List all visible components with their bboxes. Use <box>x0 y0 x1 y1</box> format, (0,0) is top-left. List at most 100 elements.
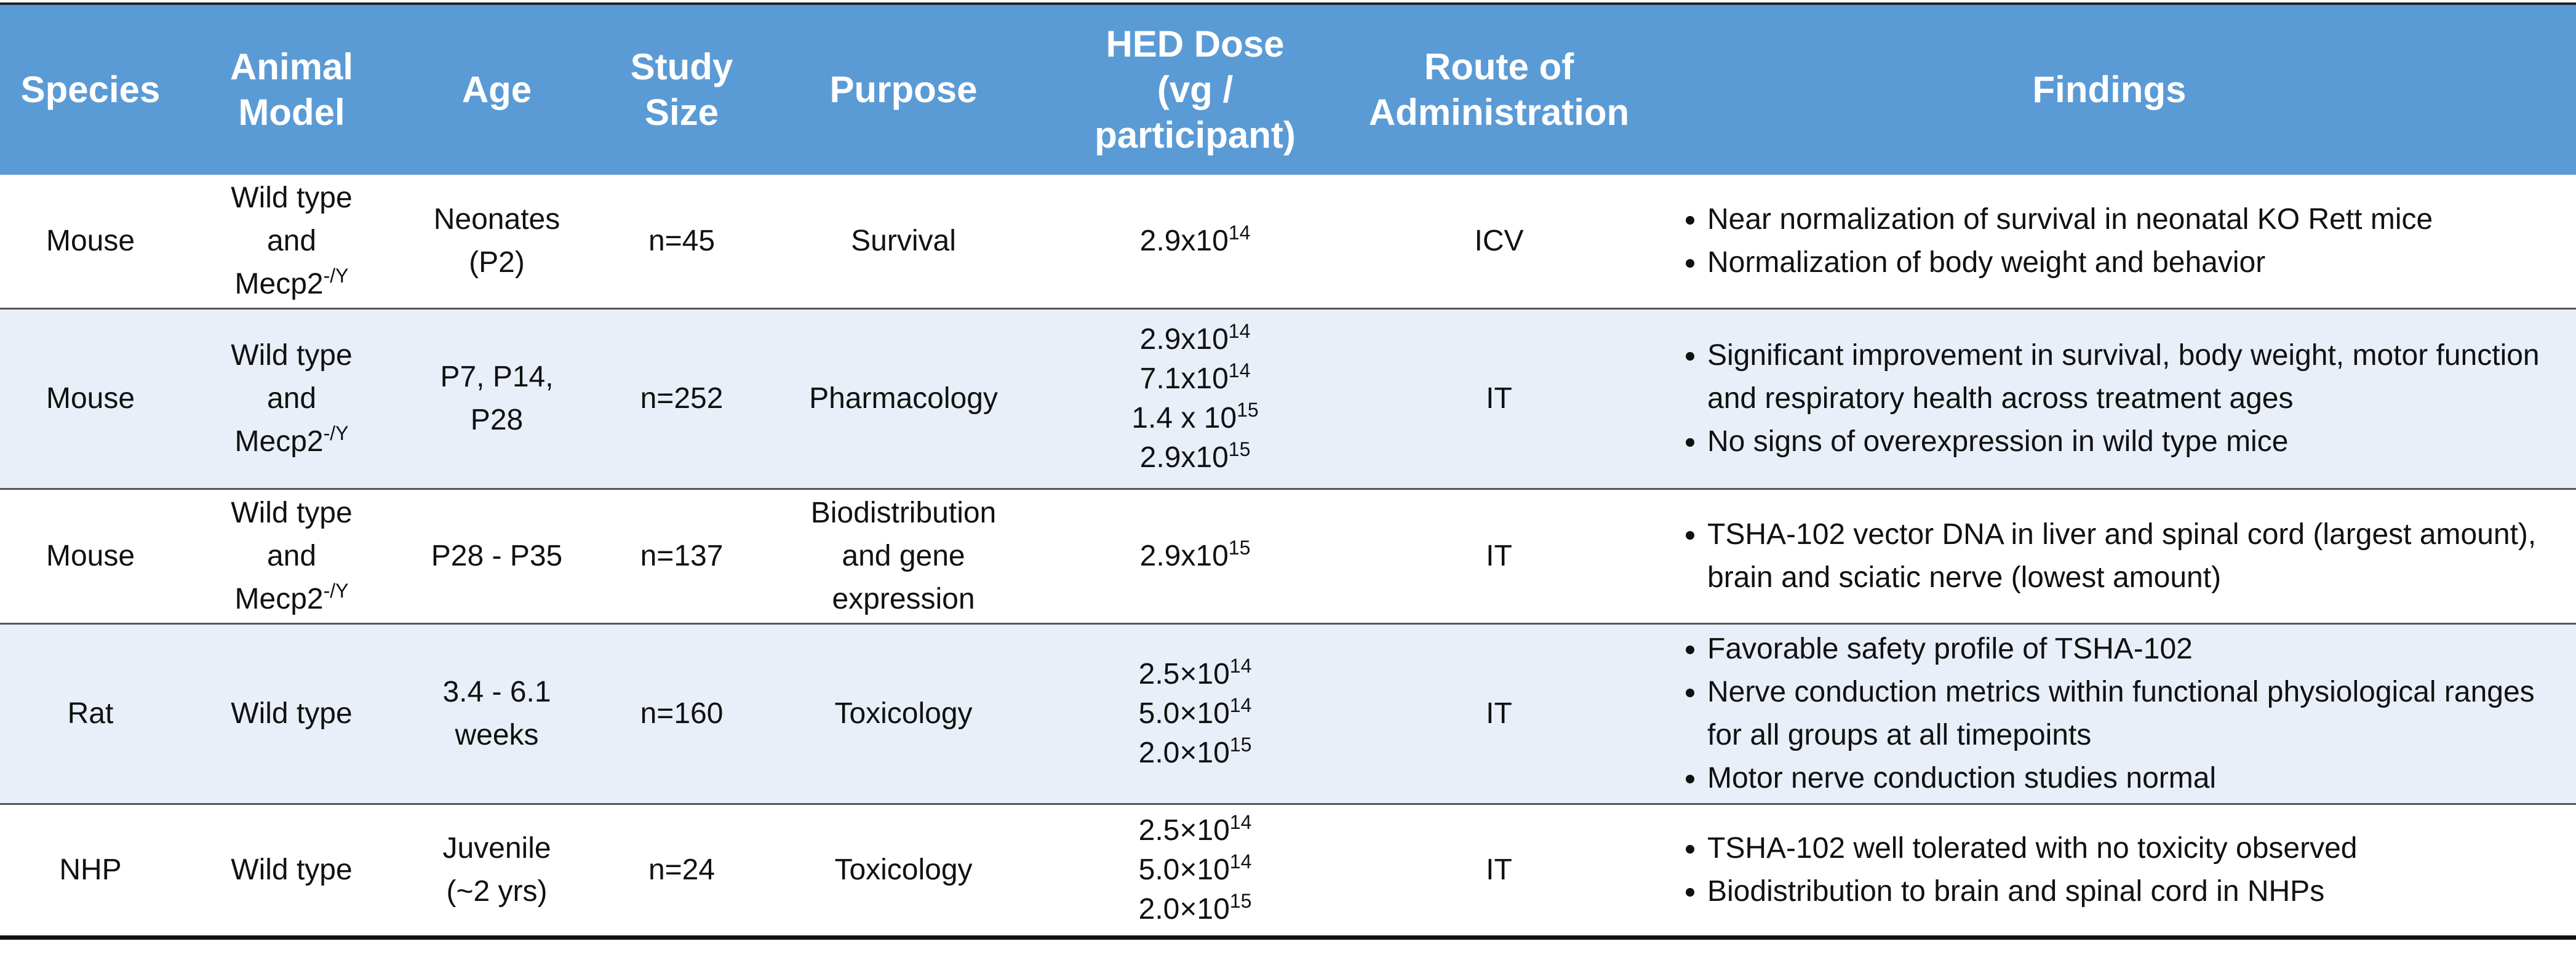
column-header: Route of Administration <box>1355 2 1643 175</box>
dose-exponent: 15 <box>1237 399 1259 421</box>
dose-base: 2.0×10 <box>1138 893 1230 926</box>
route-cell: IT <box>1355 804 1643 940</box>
dose: 2.5×1014 <box>1039 655 1352 694</box>
species-cell: NHP <box>0 804 181 940</box>
dose-base: 5.0×10 <box>1138 697 1230 730</box>
finding: Motor nerve conduction studies normal <box>1707 757 2564 800</box>
size-cell: n=137 <box>591 489 772 625</box>
dose-base: 2.0×10 <box>1138 737 1230 769</box>
model-cell: Wild type and Mecp2-/Y <box>181 308 402 490</box>
model-superscript: -/Y <box>323 580 349 602</box>
model-text: Wild type and Mecp2 <box>231 339 353 458</box>
findings-list: Favorable safety profile of TSHA-102Nerv… <box>1667 628 2564 800</box>
dose-cell: 2.9x1014 <box>1035 175 1355 310</box>
dose-base: 2.5×10 <box>1138 814 1230 847</box>
dose: 2.9x1015 <box>1039 438 1352 478</box>
dose-cell: 2.5×1014 5.0×1014 2.0×1015 <box>1035 804 1355 940</box>
finding: TSHA-102 well tolerated with no toxicity… <box>1707 827 2564 870</box>
findings-list: Significant improvement in survival, bod… <box>1667 334 2564 463</box>
findings-cell: Significant improvement in survival, bod… <box>1643 308 2576 490</box>
dose-base: 2.9x10 <box>1139 540 1229 572</box>
model-text: Wild type <box>231 697 353 730</box>
dose: 2.0×1015 <box>1039 734 1352 773</box>
column-header: Study Size <box>591 2 772 175</box>
dose-exponent: 14 <box>1229 655 1252 677</box>
dose-base: 2.9x10 <box>1139 323 1229 356</box>
age-cell: P28 - P35 <box>402 489 591 625</box>
dose: 5.0×1014 <box>1039 850 1352 890</box>
purpose-cell: Biodistribution and gene expression <box>772 489 1035 625</box>
finding: TSHA-102 vector DNA in liver and spinal … <box>1707 513 2564 599</box>
dose-exponent: 15 <box>1229 890 1252 912</box>
dose: 5.0×1014 <box>1039 694 1352 734</box>
dose-base: 7.1x10 <box>1139 362 1229 395</box>
dose-cell: 2.9x1015 <box>1035 489 1355 625</box>
model-cell: Wild type <box>181 623 402 805</box>
species-cell: Mouse <box>0 489 181 625</box>
dose-exponent: 14 <box>1229 694 1252 716</box>
dose-exponent: 15 <box>1228 438 1251 460</box>
model-text: Wild type <box>231 854 353 886</box>
dose: 2.0×1015 <box>1039 890 1352 929</box>
dose: 2.9x1014 <box>1039 320 1352 359</box>
table-body: Mouse Wild type and Mecp2-/Y Neonates (P2)… <box>0 175 2576 940</box>
table-row: Mouse Wild type and Mecp2-/Y Neonates (P2)… <box>0 175 2576 310</box>
dose-exponent: 15 <box>1229 734 1252 756</box>
findings-list: Near normalization of survival in neonat… <box>1667 198 2564 284</box>
model-superscript: -/Y <box>323 422 349 444</box>
size-cell: n=45 <box>591 175 772 310</box>
dose: 7.1x1014 <box>1039 359 1352 399</box>
species-cell: Mouse <box>0 175 181 310</box>
column-header: Findings <box>1643 2 2576 175</box>
dose-base: 1.4 x 10 <box>1131 402 1237 434</box>
findings-cell: TSHA-102 vector DNA in liver and spinal … <box>1643 489 2576 625</box>
data-table: Species Animal Model Age Study Size Purpose H… <box>0 2 2576 940</box>
model-cell: Wild type and Mecp2-/Y <box>181 175 402 310</box>
table-row: Mouse Wild type and Mecp2-/Y P28 - P35 n=13… <box>0 489 2576 625</box>
dose-base: 2.5×10 <box>1138 658 1230 690</box>
species-cell: Rat <box>0 623 181 805</box>
column-header: Animal Model <box>181 2 402 175</box>
table-row: Mouse Wild type and Mecp2-/Y P7, P14, P28 n… <box>0 308 2576 490</box>
dose: 2.9x1015 <box>1039 537 1352 576</box>
dose-cell: 2.5×1014 5.0×1014 2.0×1015 <box>1035 623 1355 805</box>
route-cell: IT <box>1355 489 1643 625</box>
finding: No signs of overexpression in wild type … <box>1707 420 2564 463</box>
model-cell: Wild type <box>181 804 402 940</box>
findings-list: TSHA-102 vector DNA in liver and spinal … <box>1667 513 2564 599</box>
model-text: Wild type and Mecp2 <box>231 497 353 615</box>
table-header: Species Animal Model Age Study Size Purpose H… <box>0 2 2576 175</box>
dose-base: 2.9x10 <box>1139 225 1229 257</box>
finding: Normalization of body weight and behavio… <box>1707 241 2564 284</box>
findings-list: TSHA-102 well tolerated with no toxicity… <box>1667 827 2564 913</box>
purpose-cell: Pharmacology <box>772 308 1035 490</box>
table-row: Rat Wild type 3.4 - 6.1 weeks n=160 Toxicolo… <box>0 623 2576 805</box>
dose: 2.5×1014 <box>1039 811 1352 850</box>
model-text: Wild type and Mecp2 <box>231 182 353 300</box>
dose: 2.9x1014 <box>1039 222 1352 261</box>
size-cell: n=160 <box>591 623 772 805</box>
dose-exponent: 14 <box>1228 359 1251 382</box>
size-cell: n=252 <box>591 308 772 490</box>
findings-cell: Favorable safety profile of TSHA-102Nerv… <box>1643 623 2576 805</box>
finding: Favorable safety profile of TSHA-102 <box>1707 628 2564 671</box>
dose: 1.4 x 1015 <box>1039 399 1352 438</box>
age-cell: Neonates (P2) <box>402 175 591 310</box>
purpose-cell: Toxicology <box>772 804 1035 940</box>
purpose-cell: Survival <box>772 175 1035 310</box>
finding: Biodistribution to brain and spinal cord… <box>1707 870 2564 913</box>
column-header: Purpose <box>772 2 1035 175</box>
table-row: NHP Wild type Juvenile (~2 yrs) n=24 Toxicol… <box>0 804 2576 940</box>
route-cell: ICV <box>1355 175 1643 310</box>
age-cell: P7, P14, P28 <box>402 308 591 490</box>
findings-cell: Near normalization of survival in neonat… <box>1643 175 2576 310</box>
finding: Nerve conduction metrics within function… <box>1707 671 2564 757</box>
model-superscript: -/Y <box>323 265 349 287</box>
column-header: Species <box>0 2 181 175</box>
model-cell: Wild type and Mecp2-/Y <box>181 489 402 625</box>
age-cell: Juvenile (~2 yrs) <box>402 804 591 940</box>
route-cell: IT <box>1355 308 1643 490</box>
dose-exponent: 14 <box>1228 222 1251 244</box>
dose-base: 2.9x10 <box>1139 441 1229 474</box>
